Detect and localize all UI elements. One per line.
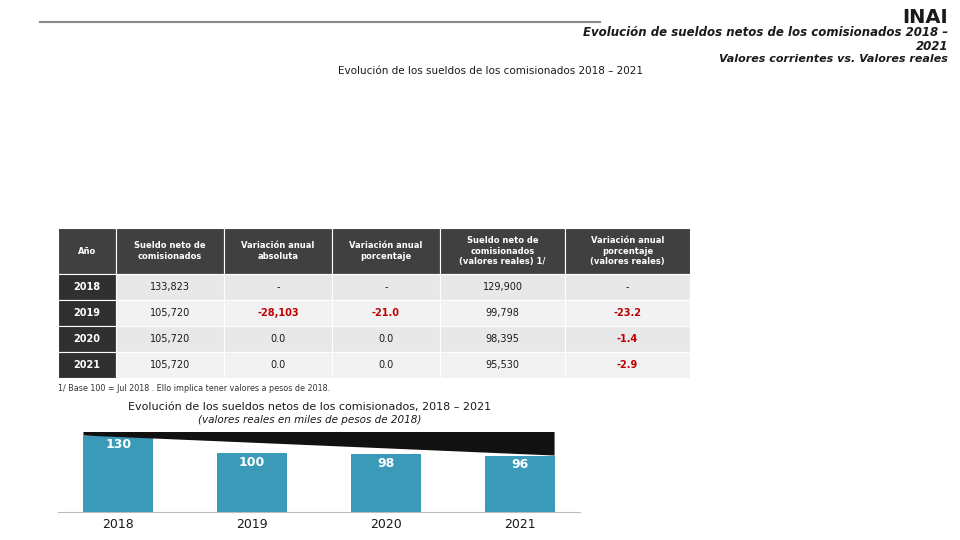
- Bar: [58, 274, 116, 300]
- Text: Año: Año: [78, 246, 96, 255]
- Bar: [116, 352, 224, 378]
- Text: 0.0: 0.0: [378, 360, 394, 370]
- Bar: [565, 352, 690, 378]
- Text: Valores corrientes vs. Valores reales: Valores corrientes vs. Valores reales: [719, 54, 948, 64]
- Bar: [332, 228, 440, 274]
- Bar: [332, 326, 440, 352]
- Text: 96: 96: [511, 458, 528, 471]
- Text: INAI: INAI: [902, 8, 948, 27]
- Text: 105,720: 105,720: [150, 360, 190, 370]
- Text: En el caso de los sueldos netos de los
comisionados, en términos reales, se
obse: En el caso de los sueldos netos de los c…: [641, 438, 888, 524]
- Text: -28,103: -28,103: [257, 308, 299, 318]
- Text: 2018: 2018: [73, 282, 101, 292]
- Text: 0.0: 0.0: [378, 334, 394, 344]
- Text: 98,395: 98,395: [486, 334, 519, 344]
- Bar: [116, 274, 224, 300]
- Text: -: -: [276, 282, 279, 292]
- Bar: [116, 326, 224, 352]
- Text: 2021: 2021: [74, 360, 101, 370]
- Bar: [440, 228, 565, 274]
- Text: 133,823: 133,823: [150, 282, 190, 292]
- Text: 1/ Base 100 = Jul 2018 . Ello implica tener valores a pesos de 2018.: 1/ Base 100 = Jul 2018 . Ello implica te…: [58, 384, 330, 393]
- Text: Sueldo neto de
comisionados: Sueldo neto de comisionados: [134, 241, 205, 261]
- Text: 100: 100: [239, 456, 265, 469]
- Text: (valores reales en miles de pesos de 2018): (valores reales en miles de pesos de 201…: [199, 415, 421, 425]
- Bar: [116, 228, 224, 274]
- Bar: [224, 326, 332, 352]
- Bar: [351, 454, 420, 512]
- Bar: [58, 352, 116, 378]
- Text: -: -: [384, 282, 388, 292]
- Bar: [440, 352, 565, 378]
- Bar: [440, 326, 565, 352]
- Text: 95,530: 95,530: [486, 360, 519, 370]
- Bar: [116, 300, 224, 326]
- Text: 130: 130: [106, 438, 132, 451]
- Text: 0.0: 0.0: [271, 360, 286, 370]
- Bar: [84, 436, 153, 512]
- Text: -23.2: -23.2: [613, 308, 641, 318]
- Bar: [440, 300, 565, 326]
- Bar: [565, 326, 690, 352]
- Text: -2.9: -2.9: [617, 360, 638, 370]
- Bar: [58, 228, 116, 274]
- Text: Variación anual
porcentaje: Variación anual porcentaje: [349, 241, 422, 261]
- Bar: [224, 352, 332, 378]
- Bar: [332, 300, 440, 326]
- Bar: [440, 274, 565, 300]
- Text: 105,720: 105,720: [150, 308, 190, 318]
- Text: -: -: [626, 282, 629, 292]
- Text: 0.0: 0.0: [271, 334, 286, 344]
- Text: Evolución de los sueldos de los comisionados 2018 – 2021: Evolución de los sueldos de los comision…: [338, 66, 642, 76]
- Text: -21.0: -21.0: [372, 308, 400, 318]
- Bar: [565, 300, 690, 326]
- Text: 2020: 2020: [74, 334, 101, 344]
- Text: Sueldo neto de
comisionados
(valores reales) 1/: Sueldo neto de comisionados (valores rea…: [459, 236, 545, 266]
- Bar: [224, 228, 332, 274]
- Bar: [565, 274, 690, 300]
- Bar: [217, 453, 287, 512]
- Bar: [224, 274, 332, 300]
- Text: Evolución de sueldos netos de los comisionados 2018 –: Evolución de sueldos netos de los comisi…: [583, 26, 948, 39]
- Text: 105,720: 105,720: [150, 334, 190, 344]
- Text: Evolución de los sueldos netos de los comisionados, 2018 – 2021: Evolución de los sueldos netos de los co…: [129, 402, 492, 412]
- Bar: [58, 326, 116, 352]
- Bar: [565, 228, 690, 274]
- Bar: [332, 274, 440, 300]
- Bar: [485, 456, 555, 512]
- Text: 129,900: 129,900: [483, 282, 522, 292]
- Text: -1.4: -1.4: [617, 334, 638, 344]
- Text: Variación anual
porcentaje
(valores reales): Variación anual porcentaje (valores real…: [590, 236, 665, 266]
- Text: Variación anual
absoluta: Variación anual absoluta: [241, 241, 315, 261]
- Text: 99,798: 99,798: [486, 308, 519, 318]
- Polygon shape: [84, 432, 555, 456]
- Bar: [58, 300, 116, 326]
- Text: 2019: 2019: [74, 308, 101, 318]
- Bar: [224, 300, 332, 326]
- Bar: [332, 352, 440, 378]
- Text: 98: 98: [377, 457, 395, 470]
- Text: 2021: 2021: [916, 40, 948, 53]
